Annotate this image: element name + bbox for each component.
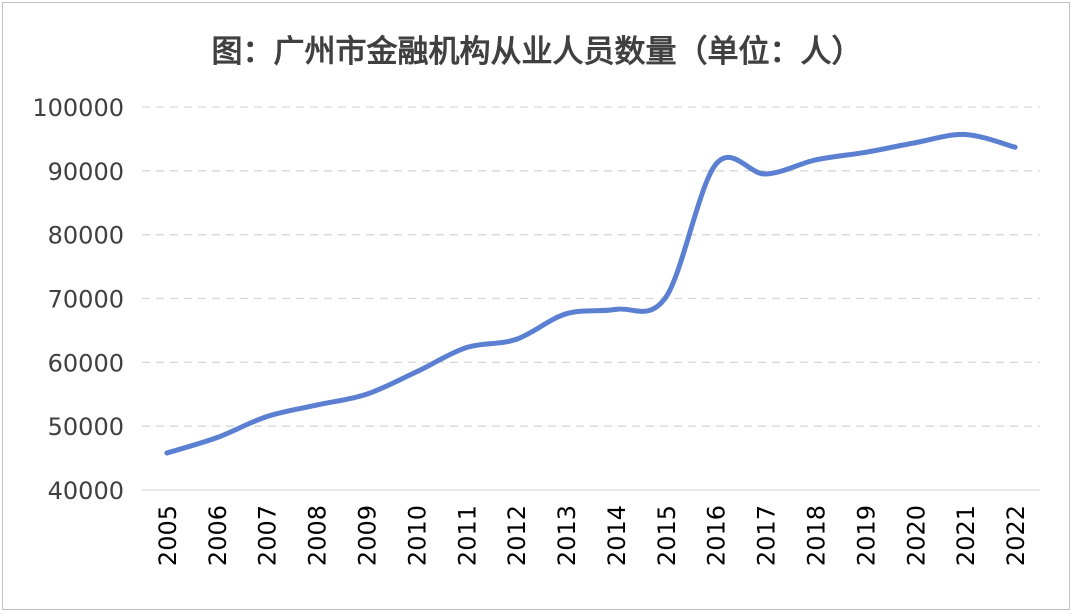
x-tick-label: 2017	[753, 505, 781, 566]
data-point-2017	[763, 171, 769, 177]
x-tick-label: 2005	[154, 505, 182, 566]
x-tick-label: 2022	[1002, 505, 1030, 566]
data-point-2022	[1012, 144, 1018, 150]
data-point-2013	[563, 311, 569, 317]
x-tick-label: 2006	[204, 505, 232, 566]
y-tick-label: 70000	[48, 286, 124, 314]
data-point-2019	[862, 149, 868, 155]
chart-title: 图：广州市金融机构从业人员数量（单位：人）	[212, 34, 863, 70]
data-point-2018	[813, 157, 818, 163]
data-point-2014	[613, 306, 619, 312]
x-tick-label: 2012	[503, 505, 531, 566]
data-point-2011	[463, 345, 469, 351]
y-tick-label: 60000	[48, 349, 124, 377]
data-point-2009	[364, 391, 369, 397]
x-tick-label: 2013	[553, 505, 581, 566]
y-tick-label: 90000	[48, 158, 124, 186]
data-point-2005	[164, 450, 170, 456]
grid-lines	[142, 106, 1040, 491]
data-point-2021	[962, 131, 968, 137]
y-tick-label: 80000	[48, 222, 124, 250]
series-line	[164, 131, 1018, 456]
x-tick-label: 2009	[354, 505, 382, 566]
x-tick-label: 2014	[603, 505, 631, 566]
x-tick-label: 2008	[304, 505, 332, 566]
data-point-2015	[663, 294, 669, 300]
x-tick-label: 2007	[254, 505, 282, 566]
x-tick-label: 2011	[453, 505, 481, 566]
data-point-2007	[264, 414, 270, 420]
x-tick-label: 2018	[803, 505, 831, 566]
x-tick-label: 2016	[703, 505, 731, 566]
data-point-2016	[713, 161, 719, 167]
x-axis-ticks: 2005 2006 2007 2008 2009 2010 2011 2012 2013 2014…	[154, 505, 1030, 566]
x-tick-label: 2015	[653, 505, 681, 566]
x-tick-label: 2019	[852, 505, 880, 566]
y-tick-label: 100000	[32, 94, 124, 122]
data-point-2008	[314, 402, 320, 408]
y-tick-label: 40000	[48, 477, 124, 505]
x-tick-label: 2020	[902, 505, 930, 566]
data-point-2020	[912, 140, 918, 146]
series-layer	[164, 131, 1018, 456]
y-axis-ticks: 100000 90000 80000 70000 60000 50000 40000	[32, 94, 124, 505]
y-tick-label: 50000	[48, 413, 124, 441]
x-tick-label: 2010	[403, 505, 431, 566]
data-point-2010	[413, 369, 419, 375]
data-point-2012	[513, 336, 519, 342]
data-point-2006	[214, 435, 220, 441]
x-tick-label: 2021	[952, 505, 980, 566]
